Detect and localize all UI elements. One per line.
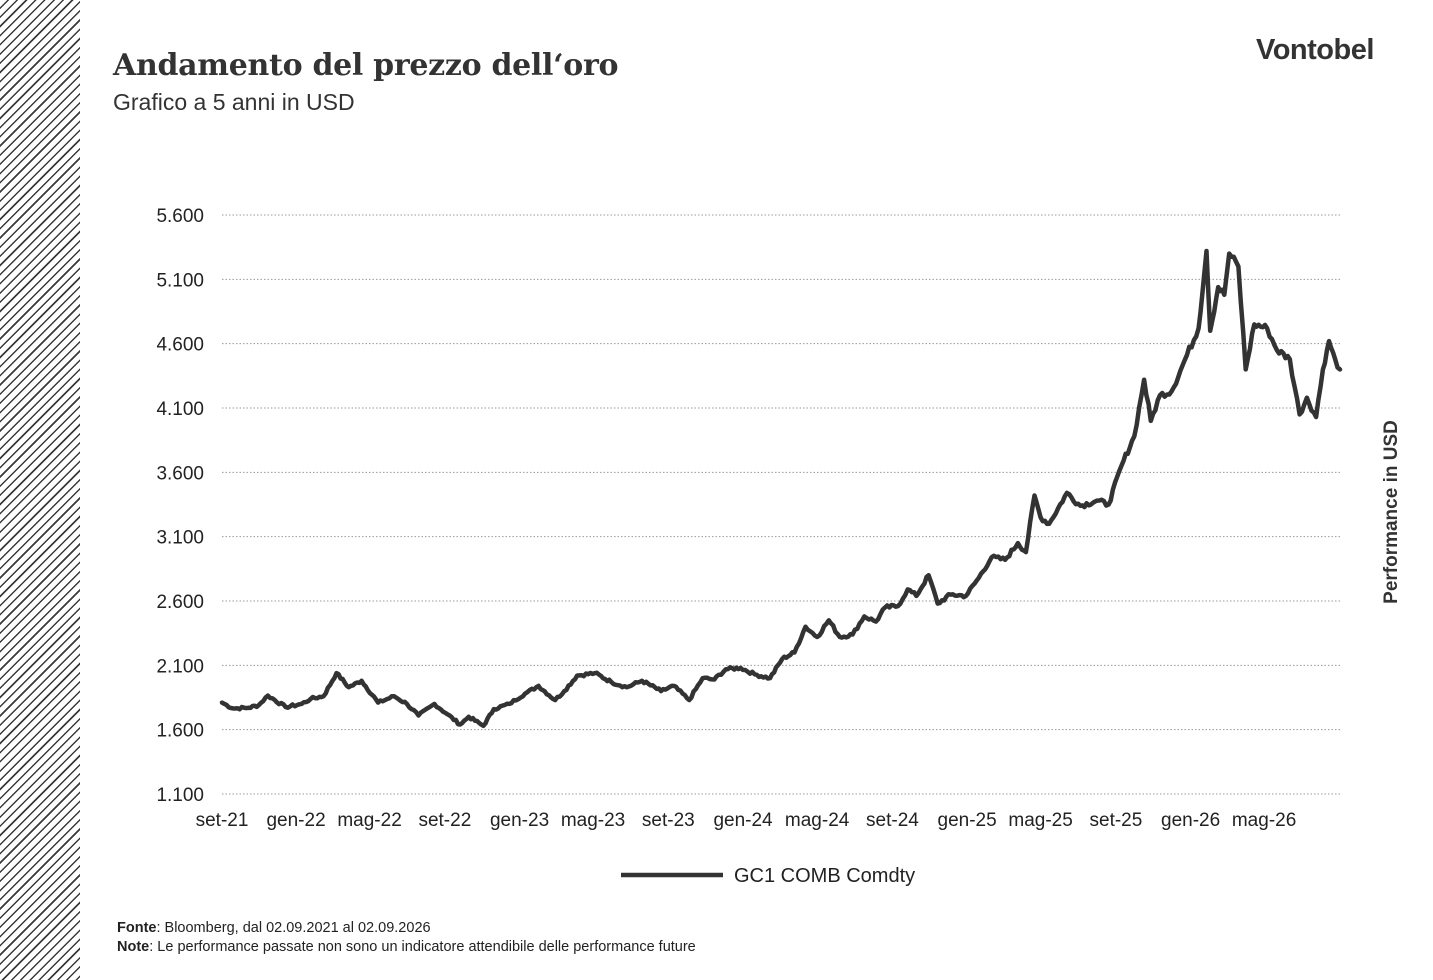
x-tick-label: set-25 xyxy=(1090,810,1143,831)
x-tick-label: mag-24 xyxy=(785,810,850,831)
y-axis-label: Performance in USD xyxy=(1381,420,1402,604)
y-tick-label: 1.600 xyxy=(156,721,204,742)
legend-label: GC1 COMB Comdty xyxy=(734,865,915,887)
x-tick-label: gen-26 xyxy=(1161,810,1220,831)
x-tick-label: set-21 xyxy=(196,810,249,831)
x-tick-label: mag-25 xyxy=(1008,810,1072,831)
vontobel-logo: Vontobel xyxy=(1256,34,1374,66)
chart-subtitle: Grafico a 5 anni in USD xyxy=(113,89,355,115)
y-tick-label: 2.100 xyxy=(156,656,204,677)
note-label: Note xyxy=(117,939,150,955)
x-tick-label: gen-24 xyxy=(713,810,773,831)
x-tick-label: mag-22 xyxy=(337,810,401,831)
y-tick-label: 5.600 xyxy=(156,206,204,227)
chart-title: Andamento del prezzo dell‘oro xyxy=(113,48,619,83)
footer-note: Note: Le performance passate non sono un… xyxy=(117,939,696,955)
gold-price-chart: 1.100 1.600 2.100 2.600 3.100 3.600 4.100 4.600… xyxy=(156,206,1402,887)
source-text: : Bloomberg, dal 02.09.2021 al 02.09.202… xyxy=(156,920,431,936)
x-tick-label: mag-23 xyxy=(561,810,625,831)
x-tick-label: set-22 xyxy=(418,810,471,831)
y-tick-label: 3.100 xyxy=(156,528,204,549)
x-tick-label: set-24 xyxy=(866,810,919,831)
source-label: Fonte xyxy=(117,920,157,936)
y-tick-label: 4.100 xyxy=(156,399,204,420)
x-tick-label: mag-26 xyxy=(1232,810,1296,831)
y-tick-label: 3.600 xyxy=(156,463,204,484)
x-tick-label: set-23 xyxy=(642,810,695,831)
y-tick-label: 1.100 xyxy=(156,785,204,806)
x-tick-labels: set-21 gen-22 mag-22 set-22 gen-23 mag-23 set-… xyxy=(196,810,1297,831)
y-tick-label: 4.600 xyxy=(156,335,204,356)
y-tick-label: 5.100 xyxy=(156,270,204,291)
footer-source: Fonte: Bloomberg, dal 02.09.2021 al 02.0… xyxy=(117,920,431,936)
x-tick-label: gen-22 xyxy=(266,810,325,831)
note-text: : Le performance passate non sono un ind… xyxy=(149,939,696,955)
x-tick-label: gen-25 xyxy=(938,810,997,831)
y-tick-labels: 1.100 1.600 2.100 2.600 3.100 3.600 4.100 4.600… xyxy=(156,206,204,806)
grid-lines xyxy=(222,214,1340,795)
series-line-gc1 xyxy=(219,248,1343,729)
legend: GC1 COMB Comdty xyxy=(621,865,915,887)
y-tick-label: 2.600 xyxy=(156,592,204,613)
x-tick-label: gen-23 xyxy=(490,810,549,831)
hatched-side-band xyxy=(0,0,80,980)
